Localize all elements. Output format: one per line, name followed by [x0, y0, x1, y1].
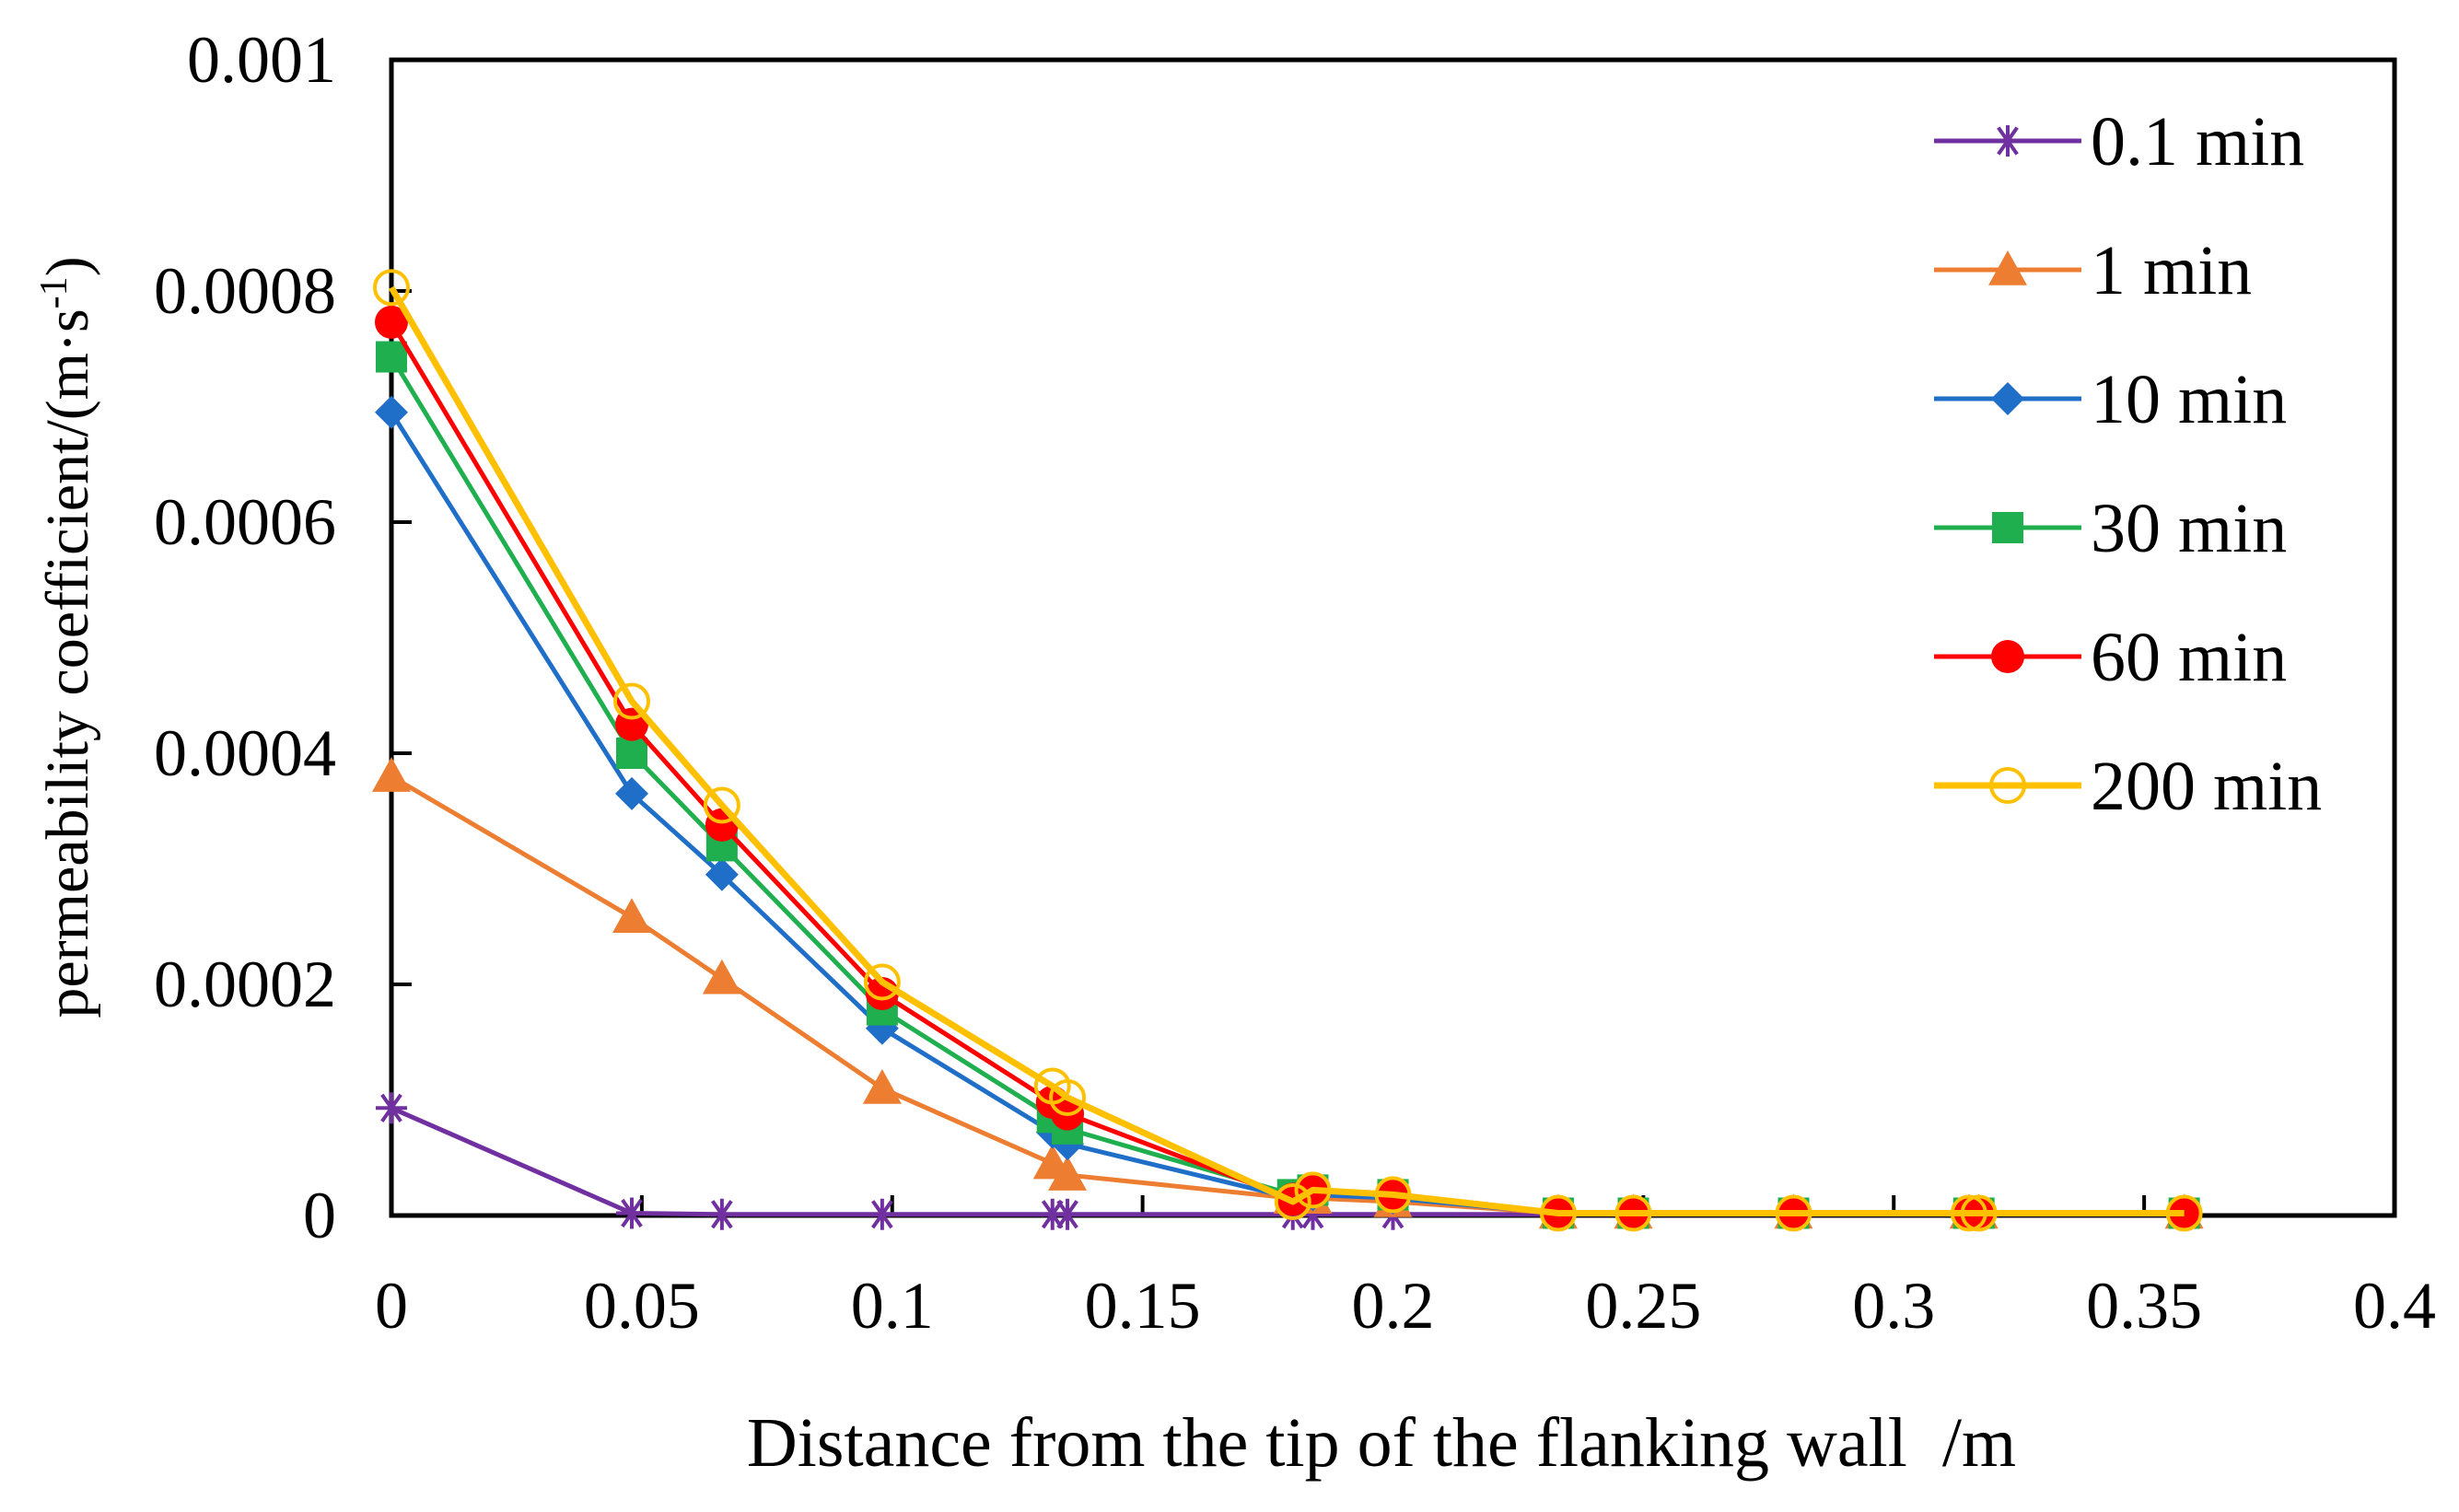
legend-marker [1989, 767, 2026, 804]
legend-marker [1991, 382, 2024, 415]
data-point [1539, 1194, 1577, 1232]
data-point [705, 1198, 738, 1230]
data-point [1960, 1194, 1998, 1232]
legend: 0.1 min 1 min 10 min 30 min 60 min 200 min [1934, 103, 2322, 825]
data-point [2165, 1194, 2203, 1232]
data-point [863, 963, 901, 1001]
legend-label: 200 min [2091, 748, 2322, 825]
data-point [376, 341, 407, 373]
legend-label: 0.1 min [2091, 103, 2304, 180]
x-tick-label: 0.15 [1085, 1269, 1201, 1343]
data-point [375, 395, 408, 429]
legend-item: 200 min [1934, 748, 2322, 825]
legend-item: 1 min [1934, 232, 2252, 309]
y-tick-label: 0.0002 [154, 948, 336, 1021]
data-point [375, 305, 408, 339]
data-point [1048, 1156, 1088, 1191]
x-tick-label: 0.1 [851, 1269, 934, 1343]
x-tick-label: 0.2 [1352, 1269, 1435, 1343]
data-point [702, 959, 741, 994]
data-point [1950, 1194, 1987, 1232]
data-point [1052, 1198, 1084, 1230]
data-point [612, 898, 651, 934]
series-5 [373, 269, 2203, 1232]
data-point [1294, 1171, 1332, 1209]
y-tick-label: 0 [303, 1179, 336, 1252]
legend-label: 60 min [2091, 619, 2287, 696]
data-point [613, 682, 650, 720]
data-point [376, 1092, 407, 1124]
legend-item: 10 min [1934, 361, 2287, 438]
legend-item: 0.1 min [1934, 103, 2304, 180]
data-point [1374, 1176, 1412, 1214]
y-axis-label-main: permeability coefficient/(m·s [34, 308, 101, 1018]
legend-marker [1991, 640, 2024, 673]
legend-label: 10 min [2091, 361, 2287, 438]
legend-label: 1 min [2091, 232, 2252, 309]
y-axis: 0 0.0002 0.0004 0.0006 0.0008 0.001 [154, 23, 412, 1252]
data-point [1049, 1078, 1087, 1116]
y-tick-label: 0.001 [187, 23, 336, 97]
data-point [703, 786, 740, 824]
series-layer [372, 269, 2204, 1232]
legend-item: 60 min [1934, 619, 2287, 696]
data-point [373, 269, 410, 307]
data-point [616, 738, 647, 769]
y-axis-label-close: ) [34, 256, 101, 276]
data-point [1775, 1194, 1812, 1232]
x-axis-label: Distance from the tip of the flanking wa… [747, 1404, 2016, 1482]
y-axis-label-sup: -1 [33, 276, 76, 308]
x-tick-label: 0.05 [584, 1269, 700, 1343]
data-point [372, 757, 411, 792]
x-tick-label: 0.3 [1852, 1269, 1935, 1343]
legend-marker [1992, 125, 2023, 157]
y-tick-label: 0.0006 [154, 485, 336, 559]
series-line [388, 285, 2185, 1216]
y-axis-label: permeability coefficient/(m·s-1) [33, 256, 101, 1018]
data-point [862, 1068, 902, 1104]
legend-label: 30 min [2091, 490, 2287, 567]
x-tick-label: 0.35 [2086, 1269, 2202, 1343]
x-tick-label: 0 [375, 1269, 408, 1343]
x-tick-label: 0.25 [1585, 1269, 1701, 1343]
legend-marker [1988, 250, 2027, 285]
data-point [1614, 1194, 1652, 1232]
data-point [1274, 1182, 1311, 1220]
data-point [866, 1198, 898, 1230]
x-tick-label: 0.4 [2353, 1269, 2436, 1343]
y-tick-label: 0.0004 [154, 716, 336, 790]
legend-marker [1992, 512, 2023, 543]
x-axis: 0 0.05 0.1 0.15 0.2 0.25 0.3 0.35 0.4 [375, 1195, 2436, 1343]
data-point [615, 776, 648, 810]
y-tick-label: 0.0008 [154, 254, 336, 328]
data-point [616, 1197, 647, 1229]
plot-area [389, 57, 2397, 1218]
data-point [705, 857, 739, 891]
legend-item: 30 min [1934, 490, 2287, 567]
